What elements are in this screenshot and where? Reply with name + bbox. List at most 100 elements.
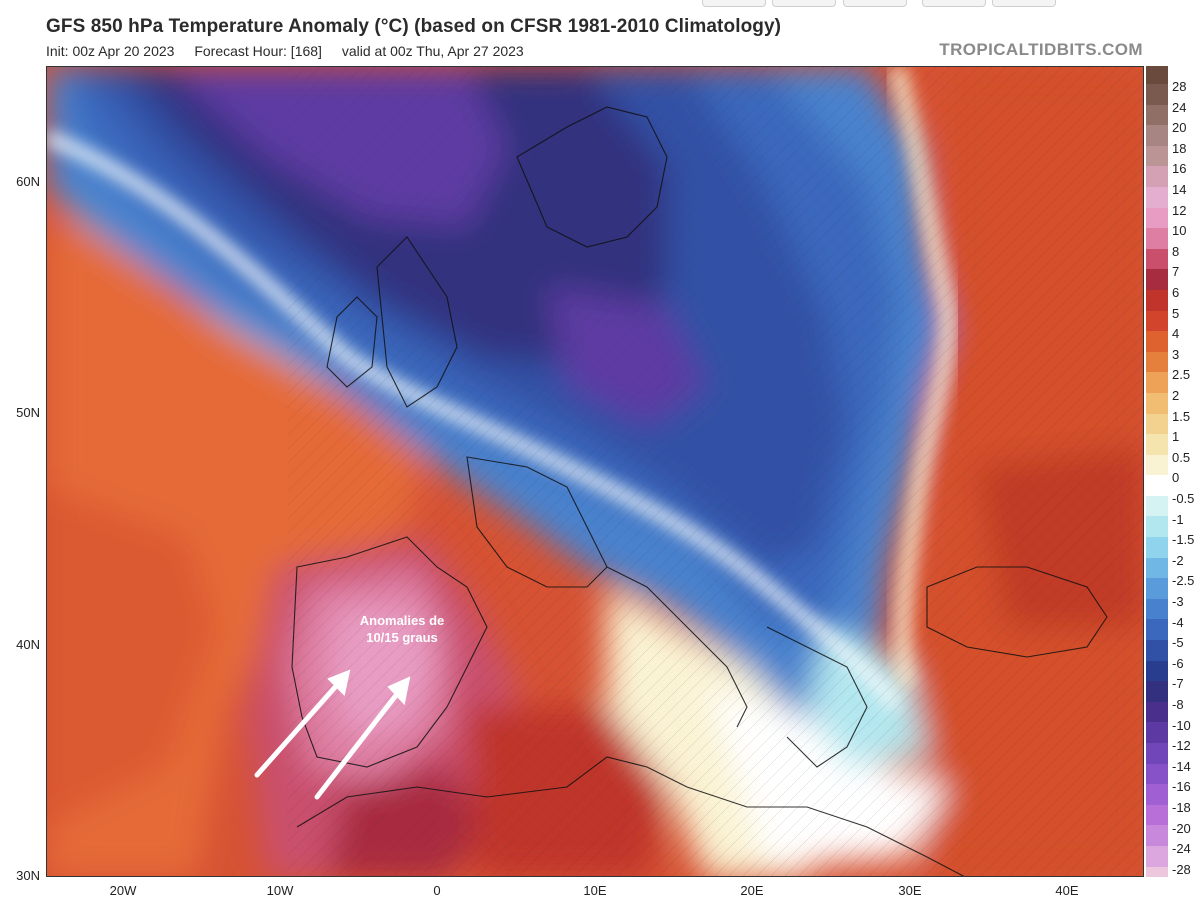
toolbar-tab[interactable] bbox=[843, 0, 907, 7]
valid-time: valid at 00z Thu, Apr 27 2023 bbox=[341, 43, 524, 59]
colorbar-swatch bbox=[1146, 372, 1168, 393]
colorbar-swatch bbox=[1146, 413, 1168, 435]
colorbar-swatch bbox=[1146, 722, 1168, 743]
colorbar-swatch bbox=[1146, 495, 1168, 517]
lat-label: 50N bbox=[16, 405, 40, 420]
arrow-icon bbox=[254, 669, 411, 800]
colorbar-label: 0.5 bbox=[1172, 449, 1191, 465]
colorbar-label: 7 bbox=[1172, 264, 1180, 280]
colorbar-label: -6 bbox=[1172, 655, 1184, 671]
colorbar-swatch bbox=[1146, 619, 1168, 641]
annotation-line-1: Anomalies de bbox=[359, 613, 445, 628]
annotation-line-2: 10/15 graus bbox=[366, 630, 438, 645]
colorbar-swatch bbox=[1146, 351, 1168, 373]
toolbar-tab[interactable] bbox=[992, 0, 1056, 7]
colorbar-label: -18 bbox=[1172, 800, 1191, 815]
colorbar-swatch bbox=[1146, 228, 1168, 249]
colorbar-swatch bbox=[1146, 66, 1168, 84]
colorbar-label: -16 bbox=[1172, 779, 1191, 795]
colorbar-label: -7 bbox=[1172, 676, 1184, 692]
colorbar-swatch bbox=[1146, 166, 1168, 187]
colorbar-swatch bbox=[1146, 763, 1168, 785]
colorbar-label: 16 bbox=[1172, 161, 1187, 177]
colorbar-label: 2 bbox=[1172, 388, 1180, 403]
colorbar-swatch bbox=[1146, 743, 1168, 764]
forecast-hour: Forecast Hour: [168] bbox=[194, 43, 322, 59]
colorbar-swatch bbox=[1146, 578, 1168, 599]
colorbar-label: 8 bbox=[1172, 243, 1180, 259]
lon-label: 20E bbox=[740, 883, 764, 898]
colorbar-label: -1.5 bbox=[1172, 532, 1195, 548]
toolbar-tab[interactable] bbox=[702, 0, 766, 7]
colorbar-label: -14 bbox=[1172, 758, 1191, 774]
colorbar-label: 4 bbox=[1172, 326, 1180, 342]
colorbar-label: -12 bbox=[1172, 738, 1191, 754]
lon-label: 30E bbox=[898, 883, 922, 898]
lat-label: 60N bbox=[16, 174, 40, 189]
colorbar-label: 1 bbox=[1172, 429, 1180, 445]
anomaly-map-graphic bbox=[47, 67, 1143, 876]
colorbar-swatch bbox=[1146, 269, 1168, 290]
colorbar-label: -24 bbox=[1172, 841, 1191, 857]
colorbar bbox=[1146, 66, 1168, 877]
colorbar-swatch bbox=[1146, 660, 1168, 682]
colorbar-label: 14 bbox=[1172, 182, 1187, 197]
colorbar-swatch bbox=[1146, 310, 1168, 332]
chart-subtitle: Init: 00z Apr 20 2023 Forecast Hour: [16… bbox=[46, 43, 540, 59]
colorbar-label: 12 bbox=[1172, 202, 1187, 218]
colorbar-swatch bbox=[1146, 598, 1168, 620]
lon-label: 0 bbox=[433, 883, 441, 898]
lat-label: 40N bbox=[16, 637, 40, 652]
colorbar-swatch bbox=[1146, 475, 1168, 496]
colorbar-swatch bbox=[1146, 537, 1168, 558]
colorbar-swatch bbox=[1146, 701, 1168, 723]
brand-watermark[interactable]: TROPICALTIDBITS.COM bbox=[939, 40, 1143, 59]
lon-label: 10W bbox=[266, 883, 294, 898]
colorbar-label: 20 bbox=[1172, 120, 1187, 136]
colorbar-swatch bbox=[1146, 434, 1168, 455]
colorbar-swatch bbox=[1146, 845, 1168, 867]
colorbar-swatch bbox=[1146, 248, 1168, 270]
colorbar-label: 10 bbox=[1172, 223, 1187, 239]
colorbar-label: -5 bbox=[1172, 635, 1184, 651]
colorbar-swatch bbox=[1146, 681, 1168, 702]
colorbar-swatch bbox=[1146, 557, 1168, 579]
colorbar-swatch bbox=[1146, 104, 1168, 126]
colorbar-label: -28 bbox=[1172, 861, 1191, 877]
colorbar-swatch bbox=[1146, 516, 1168, 538]
colorbar-swatch bbox=[1146, 207, 1168, 229]
colorbar-label: 0 bbox=[1172, 470, 1180, 486]
colorbar-label: -2 bbox=[1172, 552, 1184, 568]
colorbar-swatch bbox=[1146, 186, 1168, 208]
colorbar-swatch bbox=[1146, 640, 1168, 661]
chart-title: GFS 850 hPa Temperature Anomaly (°C) (ba… bbox=[46, 16, 782, 37]
toolbar-tab[interactable] bbox=[922, 0, 986, 7]
colorbar-label: 24 bbox=[1172, 99, 1187, 115]
colorbar-swatch bbox=[1146, 784, 1168, 805]
colorbar-swatch bbox=[1146, 84, 1168, 105]
colorbar-label: -0.5 bbox=[1172, 491, 1195, 506]
anomaly-annotation: Anomalies de 10/15 graus bbox=[340, 612, 464, 646]
lon-label: 20W bbox=[109, 883, 137, 898]
colorbar-swatch bbox=[1146, 289, 1168, 311]
colorbar-label: -1 bbox=[1172, 511, 1184, 527]
colorbar-label: -3 bbox=[1172, 594, 1184, 609]
colorbar-swatch bbox=[1146, 454, 1168, 476]
colorbar-swatch bbox=[1146, 825, 1168, 846]
colorbar-label: 18 bbox=[1172, 140, 1187, 156]
colorbar-label: 3 bbox=[1172, 346, 1180, 362]
colorbar-swatch bbox=[1146, 145, 1168, 167]
colorbar-label: -2.5 bbox=[1172, 573, 1195, 589]
lon-label: 40E bbox=[1055, 883, 1079, 898]
toolbar-tab[interactable] bbox=[772, 0, 836, 7]
colorbar-label: 5 bbox=[1172, 305, 1180, 321]
lat-label: 30N bbox=[16, 868, 40, 883]
anomaly-map bbox=[46, 66, 1144, 877]
colorbar-label: -8 bbox=[1172, 697, 1184, 712]
init-time: Init: 00z Apr 20 2023 bbox=[46, 43, 175, 59]
lon-label: 10E bbox=[583, 883, 607, 898]
colorbar-label: 1.5 bbox=[1172, 408, 1191, 424]
colorbar-swatch bbox=[1146, 866, 1168, 877]
colorbar-label: -10 bbox=[1172, 717, 1191, 733]
colorbar-label: 28 bbox=[1172, 79, 1187, 94]
